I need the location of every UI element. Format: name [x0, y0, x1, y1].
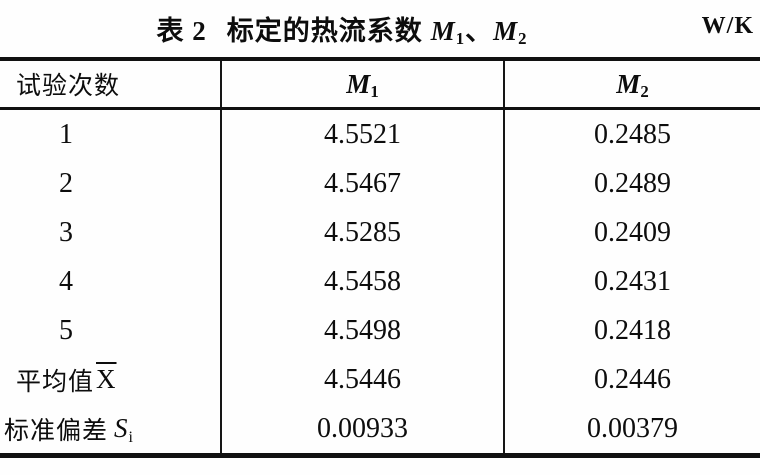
- cell-m2-value: 0.2409: [503, 208, 760, 257]
- table-caption-text: 标定的热流系数: [226, 16, 423, 46]
- table-title: 表 2 标定的热流系数 M1、M2: [156, 9, 527, 48]
- table-row: 5 4.5498 0.2418: [0, 306, 760, 355]
- header-trial-count: 试验次数: [16, 73, 121, 100]
- cell-m1-value: 4.5446: [220, 355, 503, 404]
- cell-m1-value: 4.5285: [220, 208, 503, 257]
- table-row: 1 4.5521 0.2485: [0, 110, 760, 159]
- cell-m1-value: 4.5467: [220, 159, 503, 208]
- table-header-row: 试验次数 M1 M2: [0, 61, 760, 110]
- cell-m1-value: 0.00933: [220, 404, 503, 453]
- table-row-mean: 平均值 X 4.5446 0.2446: [0, 355, 760, 404]
- cell-m1-value: 4.5458: [220, 257, 503, 306]
- table-row: 3 4.5285 0.2409: [0, 208, 760, 257]
- cell-m1-value: 4.5521: [220, 110, 503, 159]
- table-row-stddev: 标准偏差 Si 0.00933 0.00379: [0, 404, 760, 453]
- table-number: 表 2: [156, 16, 207, 46]
- symbol-separator: 、: [465, 16, 494, 46]
- table-row: 2 4.5467 0.2489: [0, 159, 760, 208]
- cell-m1-value: 4.5498: [220, 306, 503, 355]
- mean-symbol-xbar: X: [96, 364, 117, 394]
- unit-label: W/K: [701, 13, 754, 39]
- cell-m2-value: 0.2489: [503, 159, 760, 208]
- cell-trial-number: 2: [59, 167, 73, 199]
- cell-trial-number: 1: [59, 118, 73, 150]
- cell-m2-value: 0.2418: [503, 306, 760, 355]
- symbol-m1: M1: [430, 16, 466, 49]
- symbol-m2: M2: [493, 16, 528, 49]
- header-m1: M1: [220, 61, 503, 107]
- cell-trial-number: 5: [59, 314, 73, 346]
- stddev-symbol-si: Si: [114, 413, 134, 446]
- table-caption-row: 表 2 标定的热流系数 M1、M2 W/K: [0, 0, 760, 57]
- cell-m2-value: 0.2446: [503, 355, 760, 404]
- cell-m2-value: 0.00379: [503, 404, 760, 453]
- cell-trial-number: 3: [59, 216, 73, 248]
- data-table: 试验次数 M1 M2 1 4.5521 0.2485 2 4.5467 0.24…: [0, 57, 760, 458]
- cell-m2-value: 0.2431: [503, 257, 760, 306]
- cell-trial-number: 4: [59, 265, 73, 297]
- cell-m2-value: 0.2485: [503, 110, 760, 159]
- table-row: 4 4.5458 0.2431: [0, 257, 760, 306]
- header-m2: M2: [503, 61, 760, 107]
- cell-mean-label: 平均值 X: [16, 364, 117, 396]
- cell-stddev-label: 标准偏差 Si: [4, 413, 134, 446]
